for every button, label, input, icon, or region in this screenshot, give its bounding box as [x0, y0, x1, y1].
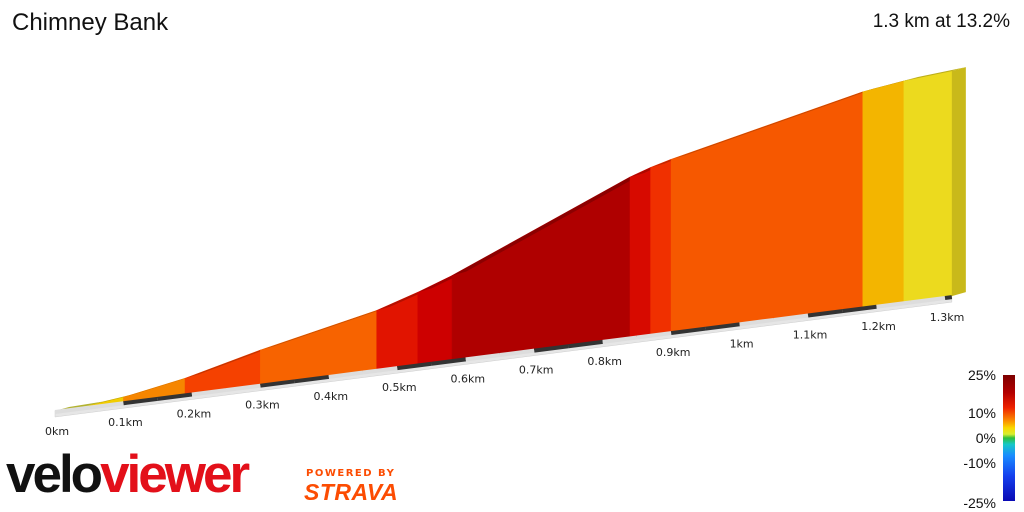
x-tick-label: 1.3km	[930, 311, 965, 324]
axis-band	[225, 383, 261, 393]
x-tick-label: 0.4km	[314, 390, 349, 403]
axis-band	[499, 348, 535, 357]
x-tick-label: 1.1km	[793, 329, 828, 342]
x-tick-label: 0.6km	[450, 372, 485, 385]
axis-band	[123, 396, 158, 406]
legend-label: -25%	[963, 495, 996, 511]
grade-segment-top	[260, 306, 391, 351]
x-tick-label: 0.3km	[245, 399, 280, 412]
axis-band	[910, 296, 946, 305]
grade-segment	[376, 291, 419, 371]
grade-segment	[903, 70, 953, 303]
x-tick-label: 0.9km	[656, 346, 691, 359]
strava-logo: STRAVA	[304, 479, 399, 505]
powered-by-label: POWERED BY	[306, 468, 396, 479]
axis-band	[773, 313, 809, 322]
veloviewer-logo-viewer: viewer	[100, 445, 250, 504]
legend-label: 0%	[976, 430, 996, 446]
x-tick-label: 0.7km	[519, 364, 554, 377]
axis-band	[636, 331, 672, 340]
distance-axis: 0km 0.1km 0.2km 0.3km 0.4km 0.5km 0.6km 0.7km 0.…	[45, 295, 965, 438]
axis-band	[328, 370, 364, 379]
profile-end-cap	[951, 67, 966, 297]
veloviewer-logo-velo: velo	[6, 445, 103, 504]
x-tick-label: 1km	[730, 337, 754, 350]
axis-band	[670, 326, 706, 336]
axis-band	[602, 335, 638, 344]
axis-band	[465, 353, 501, 362]
axis-band	[807, 309, 843, 318]
axis-band	[533, 344, 569, 353]
grade-segment-top	[123, 374, 200, 398]
veloviewer-logo: veloviewer	[6, 445, 250, 504]
axis-band	[260, 379, 295, 388]
segment-title: Chimney Bank	[12, 9, 169, 36]
axis-band	[842, 304, 877, 314]
gradient-legend-bar	[1003, 375, 1015, 501]
grade-segments	[54, 67, 966, 412]
legend-label: 10%	[968, 405, 996, 421]
grade-segment	[862, 80, 905, 308]
legend-label: 25%	[968, 367, 996, 383]
axis-band	[876, 300, 912, 309]
x-tick-label: 0km	[45, 425, 69, 438]
axis-band	[54, 405, 90, 414]
segment-summary: 1.3 km at 13.2%	[872, 11, 1010, 32]
grade-segment	[650, 158, 672, 336]
x-tick-label: 1.2km	[861, 320, 896, 333]
x-tick-label: 0.8km	[587, 355, 622, 368]
gradient-legend: 25% 10% 0% -10% -25%	[963, 367, 1015, 511]
grade-segment-top	[671, 87, 877, 160]
axis-band	[705, 322, 740, 331]
axis-band	[944, 295, 953, 300]
axis-band	[191, 388, 227, 397]
grade-segment-top	[185, 346, 275, 379]
axis-band	[294, 374, 330, 384]
grade-segment	[451, 176, 631, 361]
axis-band	[568, 339, 603, 349]
x-tick-label: 0.5km	[382, 381, 417, 394]
grade-segment-top	[452, 173, 645, 276]
grade-segment	[670, 91, 864, 333]
x-tick-label: 0.2km	[177, 407, 212, 420]
grade-segment-top	[903, 67, 966, 82]
grade-segment-top	[89, 393, 138, 406]
axis-band	[397, 361, 432, 371]
grade-segment	[417, 275, 453, 365]
axis-band	[88, 401, 124, 410]
grade-segment	[629, 167, 651, 338]
legend-label: -10%	[963, 455, 996, 471]
x-tick-label: 0.1km	[108, 416, 143, 429]
axis-band	[739, 317, 775, 327]
axis-band	[362, 366, 398, 375]
axis-band	[157, 392, 193, 401]
axis-band	[431, 357, 467, 366]
